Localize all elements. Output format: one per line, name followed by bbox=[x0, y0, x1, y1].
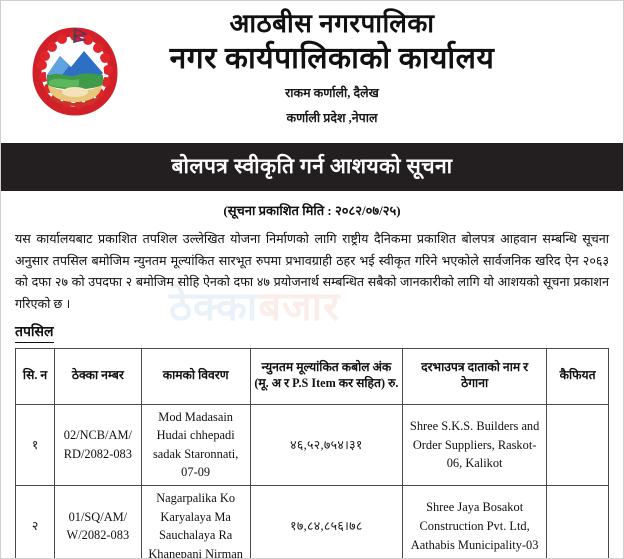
cell-amount: १७,८४,८५६।७८ bbox=[249, 485, 404, 558]
column-header-contract: ठेक्का नम्बर bbox=[54, 347, 142, 405]
cell-contract-no: 02/NCB/AM/ RD/2082-083 bbox=[54, 403, 142, 487]
organization-name-primary: आठबीस नगरपालिका bbox=[229, 9, 435, 38]
column-header-bidder: दरभाउपत्र दाताको नाम र ठेगाना bbox=[402, 347, 548, 405]
cell-work: Mod Madasain Hudai chhepadi sadak Staron… bbox=[140, 403, 251, 487]
schedule-label: तपसिल bbox=[15, 322, 54, 343]
cell-serial: २ bbox=[14, 485, 56, 558]
organization-name-secondary: नगर कार्यपालिकाको कार्यालय bbox=[169, 41, 495, 75]
document-header: आठबीस नगरपालिका नगर कार्यपालिकाको कार्या… bbox=[1, 1, 623, 143]
cell-amount: ४६,५२,७५४।३१ bbox=[249, 403, 404, 487]
notice-paragraph: यस कार्यालयबाट प्रकाशित तपशिल उल्लेखित य… bbox=[15, 232, 609, 311]
organization-address-line-1: राकम कर्णाली, दैलेख bbox=[285, 86, 379, 101]
publication-date: (सूचना प्रकाशित मिति : २०८२/०७/२५) bbox=[223, 203, 401, 218]
column-header-amount: न्युनतम मूल्यांकित कबोल अंक (मू. अ र P.S… bbox=[249, 347, 404, 405]
organization-address-line-2: कर्णाली प्रदेश ,नेपाल bbox=[286, 111, 378, 126]
schedule-table-wrapper: सि. न ठेक्का नम्बर कामको विवरण न्युनतम म… bbox=[1, 347, 623, 558]
cell-serial: १ bbox=[14, 403, 56, 487]
cell-contract-no: 01/SQ/AM/ W/2082-083 bbox=[54, 485, 142, 558]
table-row: १ 02/NCB/AM/ RD/2082-083 Mod Madasain Hu… bbox=[14, 403, 609, 487]
schedule-table: सि. न ठेक्का नम्बर कामको विवरण न्युनतम म… bbox=[14, 347, 609, 558]
cell-bidder: Shree S.K.S. Builders and Order Supplier… bbox=[402, 403, 548, 487]
cell-work: Nagarpalika Ko Karyalaya Ma Sauchalaya R… bbox=[140, 485, 251, 558]
table-header-row: सि. न ठेक्का नम्बर कामको विवरण न्युनतम म… bbox=[14, 347, 609, 405]
column-header-work: कामको विवरण bbox=[140, 347, 251, 405]
cell-remarks bbox=[546, 403, 609, 487]
nepal-government-emblem-icon bbox=[29, 23, 121, 119]
cell-remarks bbox=[546, 485, 609, 558]
column-header-serial: सि. न bbox=[14, 347, 56, 405]
notice-title-banner: बोलपत्र स्वीकृति गर्न आशयको सूचना bbox=[1, 143, 623, 191]
cell-bidder: Shree Jaya Bosakot Construction Pvt. Ltd… bbox=[402, 485, 548, 558]
notice-body: यस कार्यालयबाट प्रकाशित तपशिल उल्लेखित य… bbox=[1, 225, 623, 348]
column-header-remarks: कैफियत bbox=[546, 347, 609, 405]
table-row: २ 01/SQ/AM/ W/2082-083 Nagarpalika Ko Ka… bbox=[14, 485, 609, 558]
